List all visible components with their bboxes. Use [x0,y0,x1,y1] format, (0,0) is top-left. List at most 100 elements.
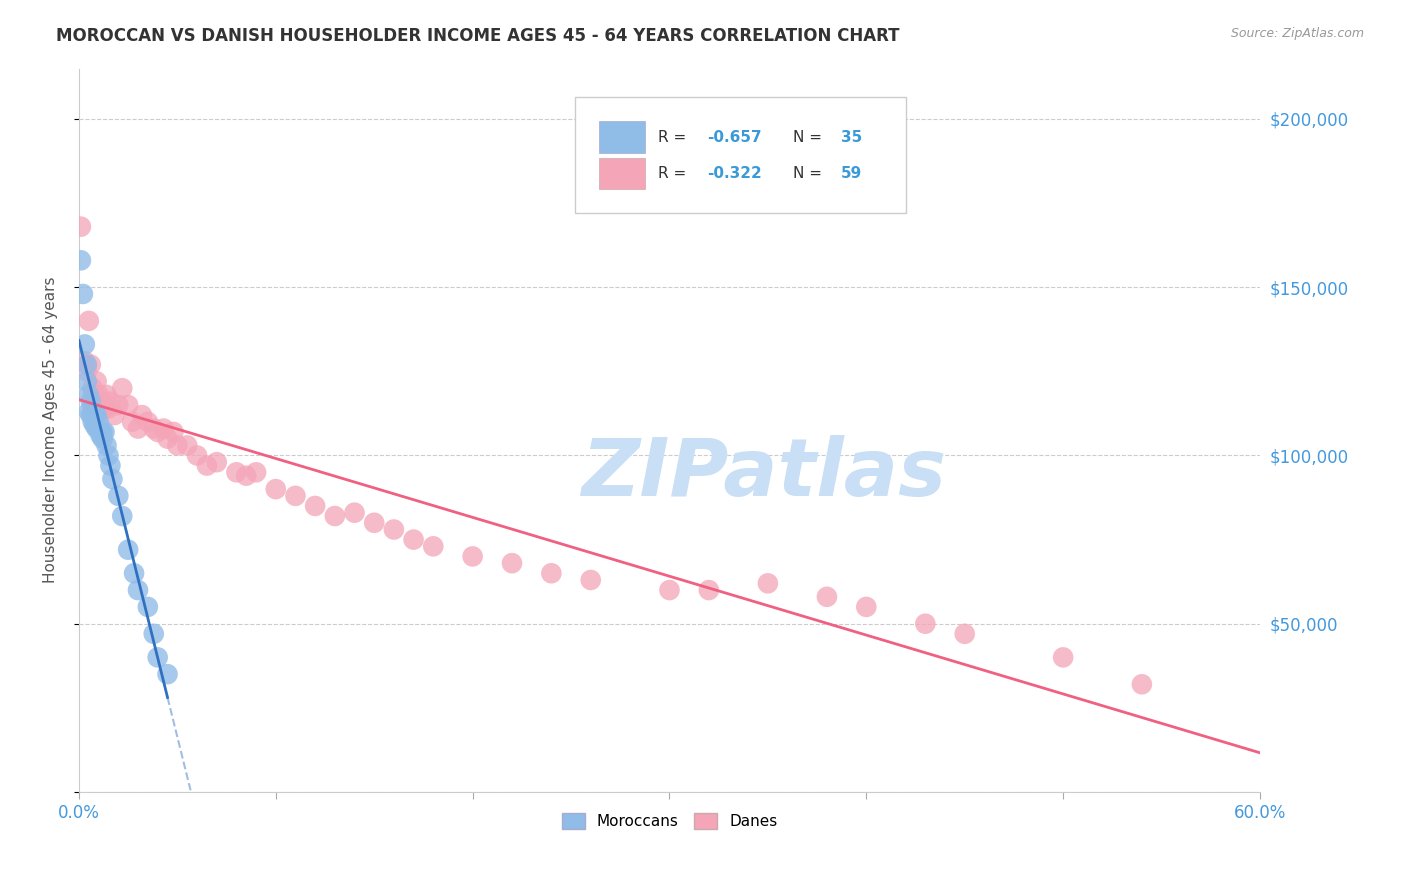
Point [93,425,115,439]
Point [100,458,122,473]
Point [82,388,104,402]
Point [76,364,98,378]
Point [756,576,779,591]
Point [93,401,115,416]
Point [83,398,105,412]
Point [245,465,267,479]
Point [77,405,100,419]
Point [77,314,100,328]
Point [122,566,145,581]
Point [96,388,118,402]
Point [111,381,134,395]
Point [162,425,184,439]
Point [658,583,681,598]
Point [127,583,149,598]
Text: R =: R = [658,166,690,181]
Point [121,415,143,429]
Point [111,509,134,524]
Point [87,415,110,429]
Point [86,375,108,389]
Point [73,354,96,368]
Text: ZIPatlas: ZIPatlas [582,434,946,513]
Point [80,358,103,372]
Point [205,455,228,469]
Point [90,428,112,442]
Point [91,425,114,439]
Point [264,482,287,496]
Point [131,408,153,422]
Point [1130,677,1153,691]
Point [914,616,936,631]
Point [579,573,602,587]
Point [186,449,208,463]
Point [83,418,105,433]
Point [83,408,105,422]
Point [101,472,124,486]
Point [91,394,114,409]
Point [127,421,149,435]
Point [697,583,720,598]
Text: 35: 35 [841,129,862,145]
Point [103,408,125,422]
Point [117,398,139,412]
Text: 59: 59 [841,166,862,181]
Text: -0.322: -0.322 [707,166,762,181]
Point [87,421,110,435]
Point [86,408,108,422]
Point [156,667,179,681]
Point [100,394,122,409]
Point [136,415,159,429]
FancyBboxPatch shape [575,97,905,213]
Point [90,398,112,412]
FancyBboxPatch shape [599,121,645,153]
Point [117,542,139,557]
Point [815,590,838,604]
Point [142,627,165,641]
Text: Source: ZipAtlas.com: Source: ZipAtlas.com [1230,27,1364,40]
Point [97,401,120,416]
Point [284,489,307,503]
Point [96,438,118,452]
Point [87,388,110,402]
Point [304,499,326,513]
Point [73,337,96,351]
Point [90,425,112,439]
Point [107,489,129,503]
Point [176,438,198,452]
Point [422,539,444,553]
Point [70,253,93,268]
Point [156,432,179,446]
Point [76,375,98,389]
Point [80,394,103,409]
Point [82,381,104,395]
Point [91,432,114,446]
Point [461,549,484,564]
Point [1052,650,1074,665]
Point [225,465,247,479]
Point [82,405,104,419]
Legend: Moroccans, Danes: Moroccans, Danes [555,806,783,835]
Point [97,449,120,463]
Point [76,358,98,372]
Point [195,458,218,473]
Point [363,516,385,530]
Point [86,421,108,435]
Point [80,408,103,422]
Point [855,599,877,614]
Text: N =: N = [793,129,827,145]
Point [235,468,257,483]
Point [540,566,562,581]
Point [77,388,100,402]
Point [146,425,169,439]
Point [382,523,405,537]
Point [166,438,188,452]
Point [323,509,346,524]
Point [501,556,523,570]
Point [402,533,425,547]
Text: R =: R = [658,129,690,145]
Text: N =: N = [793,166,827,181]
FancyBboxPatch shape [599,158,645,189]
Point [136,599,159,614]
Point [107,398,129,412]
Point [953,627,976,641]
